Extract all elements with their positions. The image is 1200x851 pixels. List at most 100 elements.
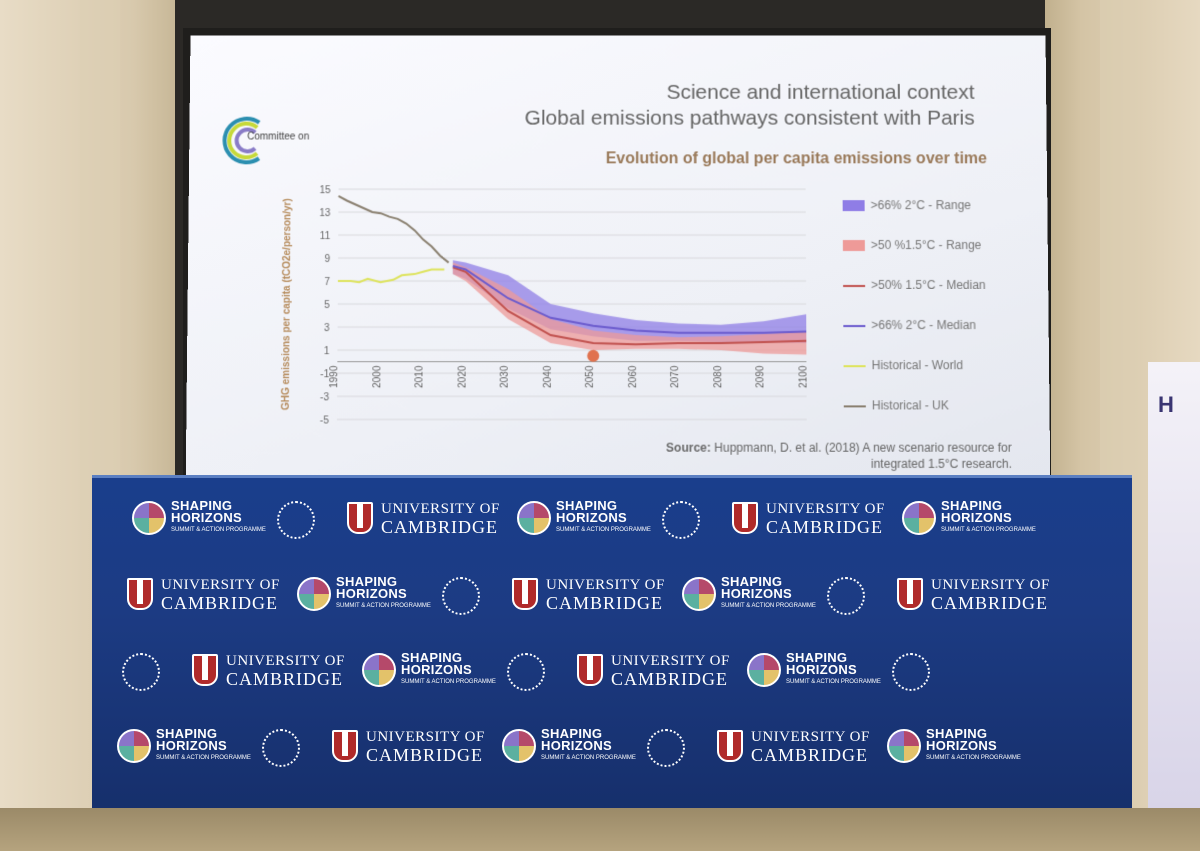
legend-label: Historical - UK (872, 398, 949, 412)
source-text-2: integrated 1.5°C research. (871, 457, 1012, 471)
y-tick-label: 5 (324, 300, 330, 311)
y-axis-label: GHG emissions per capita (tCO2e/person/y… (281, 198, 294, 410)
cambridge-logo: UNIVERSITY OF CAMBRIDGE (332, 726, 485, 766)
legend-label: >66% 2°C - Range (871, 198, 971, 212)
y-tick-label: -5 (320, 415, 329, 426)
emissions-chart: 15 13 11 9 7 5 3 1 -1 -3 -5 1990 2000 2010 2020 2030 204… (274, 179, 837, 470)
x-tick-label: 2030 (500, 365, 511, 388)
shaping-horizons-icon (517, 501, 551, 535)
y-tick-label: -3 (320, 392, 329, 403)
left-pillar (80, 0, 120, 520)
globe-emblem-icon (507, 653, 545, 691)
legend-label: Historical - World (872, 358, 963, 372)
shaping-horizons-logo: SHAPING HORIZONS SUMMIT & ACTION PROGRAMME (902, 498, 1036, 538)
shaping-horizons-icon (502, 729, 536, 763)
side-banner: H (1148, 362, 1200, 812)
cambridge-logo: UNIVERSITY OF CAMBRIDGE (732, 498, 885, 538)
globe-emblem-icon (647, 729, 685, 767)
shaping-horizons-logo: SHAPING HORIZONS SUMMIT & ACTION PROGRAMME (502, 726, 636, 766)
cambridge-shield-icon (127, 578, 153, 610)
legend-swatch (844, 405, 866, 407)
shaping-horizons-icon (887, 729, 921, 763)
y-tick-label: 1 (324, 346, 330, 357)
legend-swatch (843, 200, 865, 211)
side-banner-letter: H (1158, 392, 1174, 418)
cambridge-logo: UNIVERSITY OF CAMBRIDGE (512, 574, 665, 614)
legend-label: >66% 2°C - Median (871, 318, 976, 332)
shaping-horizons-logo: SHAPING HORIZONS SUMMIT & ACTION PROGRAMME (517, 498, 651, 538)
y-tick-label: 15 (319, 185, 331, 196)
shaping-horizons-icon (682, 577, 716, 611)
globe-emblem-icon (662, 501, 700, 539)
committee-logo-text: Committee on (247, 132, 309, 143)
shaping-horizons-icon (902, 501, 936, 535)
shaping-horizons-icon (747, 653, 781, 687)
legend-swatch (844, 365, 866, 367)
y-tick-label: 9 (324, 254, 330, 265)
x-tick-label: 2050 (585, 365, 596, 388)
shaping-horizons-logo: SHAPING HORIZONS SUMMIT & ACTION PROGRAMME (682, 574, 816, 614)
shaping-horizons-icon (117, 729, 151, 763)
globe-emblem-icon (442, 577, 480, 615)
cambridge-shield-icon (732, 502, 758, 534)
cambridge-logo: UNIVERSITY OF CAMBRIDGE (897, 574, 1050, 614)
series-line (338, 269, 444, 282)
press-backdrop: SHAPING HORIZONS SUMMIT & ACTION PROGRAMME… (92, 475, 1132, 814)
cambridge-shield-icon (347, 502, 373, 534)
chart-legend: >66% 2°C - Range >50 %1.5°C - Range >50%… (843, 194, 1045, 434)
cambridge-logo: UNIVERSITY OF CAMBRIDGE (717, 726, 870, 766)
legend-swatch (843, 325, 865, 327)
cambridge-logo: UNIVERSITY OF CAMBRIDGE (577, 650, 730, 690)
chart-title: Evolution of global per capita emissions… (606, 150, 987, 168)
legend-item: >66% 2°C - Median (843, 314, 1044, 354)
legend-item: >50 %1.5°C - Range (843, 234, 1043, 274)
globe-emblem-icon (262, 729, 300, 767)
x-tick-label: 1990 (329, 365, 340, 388)
legend-swatch (843, 240, 865, 251)
x-tick-label: 2080 (713, 365, 724, 388)
x-tick-label: 2040 (542, 365, 553, 388)
target-2050-marker (587, 350, 599, 362)
source-text-1: Huppmann, D. et al. (2018) A new scenari… (714, 441, 1012, 455)
source-note: Source: Huppmann, D. et al. (2018) A new… (666, 440, 1012, 472)
legend-label: >50% 1.5°C - Median (871, 278, 986, 292)
x-tick-label: 2020 (457, 365, 468, 388)
legend-item: >66% 2°C - Range (843, 194, 1043, 234)
series-line (338, 196, 449, 263)
y-tick-label: 13 (319, 208, 331, 219)
y-tick-label: 7 (324, 277, 330, 288)
shaping-horizons-logo: SHAPING HORIZONS SUMMIT & ACTION PROGRAMME (132, 498, 266, 538)
shaping-horizons-icon (132, 501, 166, 535)
shaping-horizons-icon (297, 577, 331, 611)
y-tick-label: 3 (324, 323, 330, 334)
shaping-horizons-logo: SHAPING HORIZONS SUMMIT & ACTION PROGRAMME (362, 650, 496, 690)
legend-item: Historical - World (843, 354, 1044, 394)
cambridge-shield-icon (577, 654, 603, 686)
cambridge-shield-icon (512, 578, 538, 610)
shaping-horizons-icon (362, 653, 396, 687)
x-tick-label: 2100 (798, 365, 809, 388)
cambridge-logo: UNIVERSITY OF CAMBRIDGE (127, 574, 280, 614)
legend-item: >50% 1.5°C - Median (843, 274, 1043, 314)
cambridge-shield-icon (717, 730, 743, 762)
projection-screen: Committee on Science and international c… (185, 35, 1050, 501)
right-pillar (1100, 0, 1140, 480)
x-tick-label: 2010 (414, 365, 425, 388)
legend-item: Historical - UK (844, 394, 1045, 434)
cambridge-shield-icon (192, 654, 218, 686)
shaping-horizons-logo: SHAPING HORIZONS SUMMIT & ACTION PROGRAMME (887, 726, 1021, 766)
x-tick-label: 2060 (628, 365, 639, 388)
shaping-horizons-logo: SHAPING HORIZONS SUMMIT & ACTION PROGRAMME (117, 726, 251, 766)
globe-emblem-icon (827, 577, 865, 615)
shaping-horizons-logo: SHAPING HORIZONS SUMMIT & ACTION PROGRAMME (297, 574, 431, 614)
cambridge-shield-icon (332, 730, 358, 762)
x-tick-label: 2070 (670, 365, 681, 388)
legend-swatch (843, 285, 865, 287)
globe-emblem-icon (122, 653, 160, 691)
globe-emblem-icon (277, 501, 315, 539)
stage-floor (0, 808, 1200, 851)
legend-label: >50 %1.5°C - Range (871, 238, 982, 252)
x-tick-label: 2090 (756, 365, 767, 388)
slide-subtitle: Global emissions pathways consistent wit… (525, 107, 975, 131)
cambridge-shield-icon (897, 578, 923, 610)
